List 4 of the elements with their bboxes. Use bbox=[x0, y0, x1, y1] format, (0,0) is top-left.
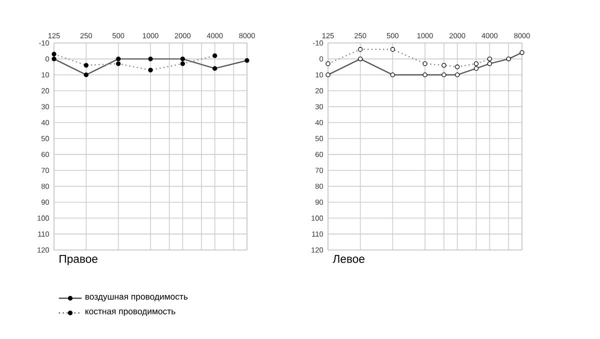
text: Левое bbox=[332, 254, 364, 263]
text: Правое bbox=[60, 254, 98, 266]
legend-label: воздушная проводимость bbox=[86, 294, 188, 302]
legend-label: костная проводимость bbox=[85, 310, 176, 316]
